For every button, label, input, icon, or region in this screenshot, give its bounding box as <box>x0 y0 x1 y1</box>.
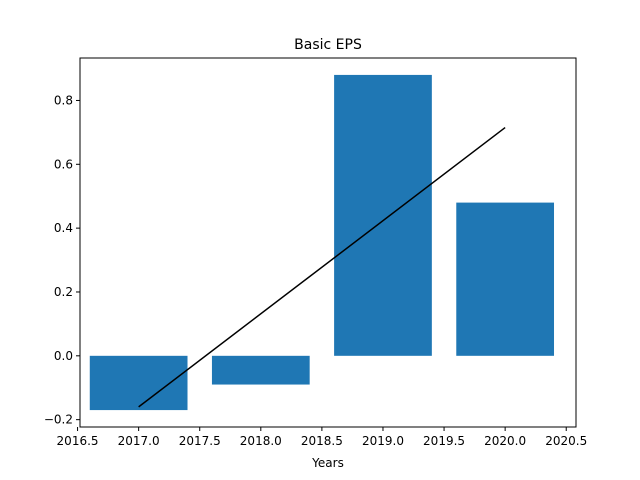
y-tick-label: 0.6 <box>54 157 73 171</box>
bar-2019 <box>334 74 432 356</box>
x-tick-label: 2019.5 <box>423 434 465 448</box>
x-tick-label: 2018.5 <box>301 434 343 448</box>
chart-title: Basic EPS <box>294 37 362 53</box>
plot-frame <box>79 57 577 428</box>
x-tick-label: 2016.5 <box>57 434 99 448</box>
x-tick-label: 2020.5 <box>545 434 587 448</box>
x-axis-ticks: 2016.5 2017.0 2017.5 2018.0 2018.5 2019.0 2019… <box>57 427 587 448</box>
y-tick-label: 0.2 <box>54 285 73 299</box>
bar-2018 <box>211 355 310 385</box>
y-tick-label: 0.8 <box>54 93 73 107</box>
x-axis-title: Years <box>311 456 344 470</box>
x-tick-label: 2020.0 <box>484 434 526 448</box>
x-tick-label: 2017.5 <box>179 434 221 448</box>
bar-2020 <box>456 202 555 356</box>
y-tick-label: 0.0 <box>54 349 73 363</box>
y-tick-label: 0.4 <box>54 221 73 235</box>
y-axis-ticks: −0.2 0.0 0.2 0.4 0.6 0.8 <box>44 93 80 427</box>
trend-line <box>138 126 506 408</box>
x-tick-label: 2019.0 <box>362 434 404 448</box>
bar-2017 <box>89 355 188 411</box>
x-tick-label: 2018.0 <box>240 434 282 448</box>
x-tick-label: 2017.0 <box>118 434 160 448</box>
trend-line-group <box>138 126 506 408</box>
bars-group <box>89 74 555 411</box>
y-tick-label: −0.2 <box>44 413 73 427</box>
